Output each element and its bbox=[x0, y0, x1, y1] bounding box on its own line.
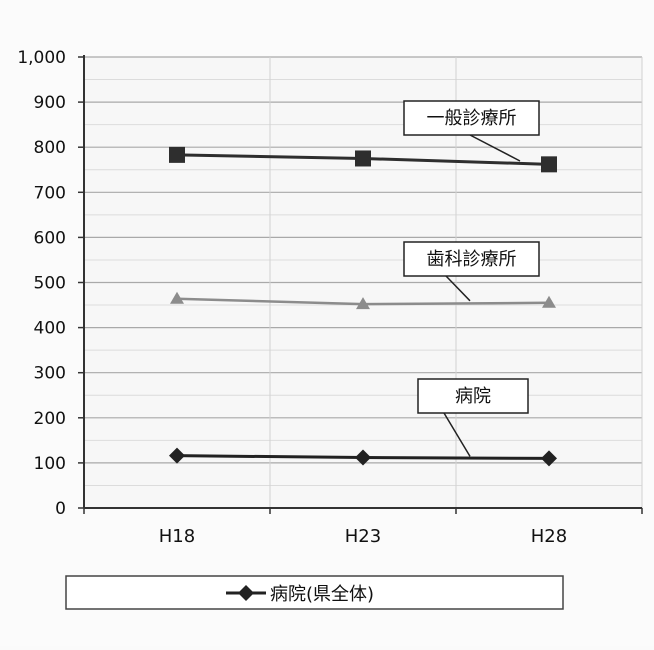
data-point-diamond bbox=[541, 450, 557, 467]
legend-marker bbox=[238, 585, 254, 601]
callout-leader-line bbox=[443, 412, 471, 457]
legend-box bbox=[65, 575, 564, 610]
y-tick-label: 300 bbox=[34, 364, 66, 384]
x-tick-label: H28 bbox=[531, 526, 567, 547]
series-group bbox=[169, 146, 557, 467]
data-point-diamond bbox=[169, 447, 185, 464]
x-tick-label: H23 bbox=[345, 526, 381, 547]
callout-box bbox=[403, 100, 540, 136]
series-label: 一般診療所 bbox=[427, 108, 517, 129]
data-point-triangle bbox=[356, 297, 370, 310]
y-tick-label: 900 bbox=[34, 93, 66, 113]
x-tick-label: H18 bbox=[159, 526, 195, 547]
y-tick-label: 200 bbox=[34, 409, 66, 429]
y-tick-label: 700 bbox=[34, 183, 66, 203]
data-point-square bbox=[169, 146, 185, 163]
y-tick-label: 400 bbox=[34, 319, 66, 339]
data-point-diamond bbox=[355, 449, 371, 466]
axes bbox=[78, 55, 643, 514]
tick-labels: 0 100 200 300 400 500 600 700 800 900 1,000 H18 H23 H… bbox=[17, 48, 567, 547]
y-tick-label: 1,000 bbox=[17, 48, 66, 68]
y-tick-label: 600 bbox=[34, 228, 66, 248]
series-label: 病院 bbox=[455, 386, 491, 407]
legend: 病院(県全体) bbox=[65, 575, 564, 610]
data-point-square bbox=[355, 150, 371, 167]
y-tick-label: 0 bbox=[55, 499, 66, 519]
gridlines bbox=[84, 56, 643, 508]
y-tick-label: 500 bbox=[34, 274, 66, 294]
data-point-triangle bbox=[170, 291, 184, 304]
y-tick-label: 800 bbox=[34, 138, 66, 158]
series-label: 歯科診療所 bbox=[427, 249, 517, 270]
callout-leader-line bbox=[445, 275, 471, 302]
callout-box bbox=[417, 378, 529, 414]
legend-label: 病院(県全体) bbox=[270, 584, 374, 605]
callout-box bbox=[403, 241, 540, 277]
data-point-square bbox=[541, 156, 557, 173]
y-tick-label: 100 bbox=[34, 454, 66, 474]
data-point-triangle bbox=[542, 295, 556, 308]
callout-leader-line bbox=[469, 134, 521, 162]
